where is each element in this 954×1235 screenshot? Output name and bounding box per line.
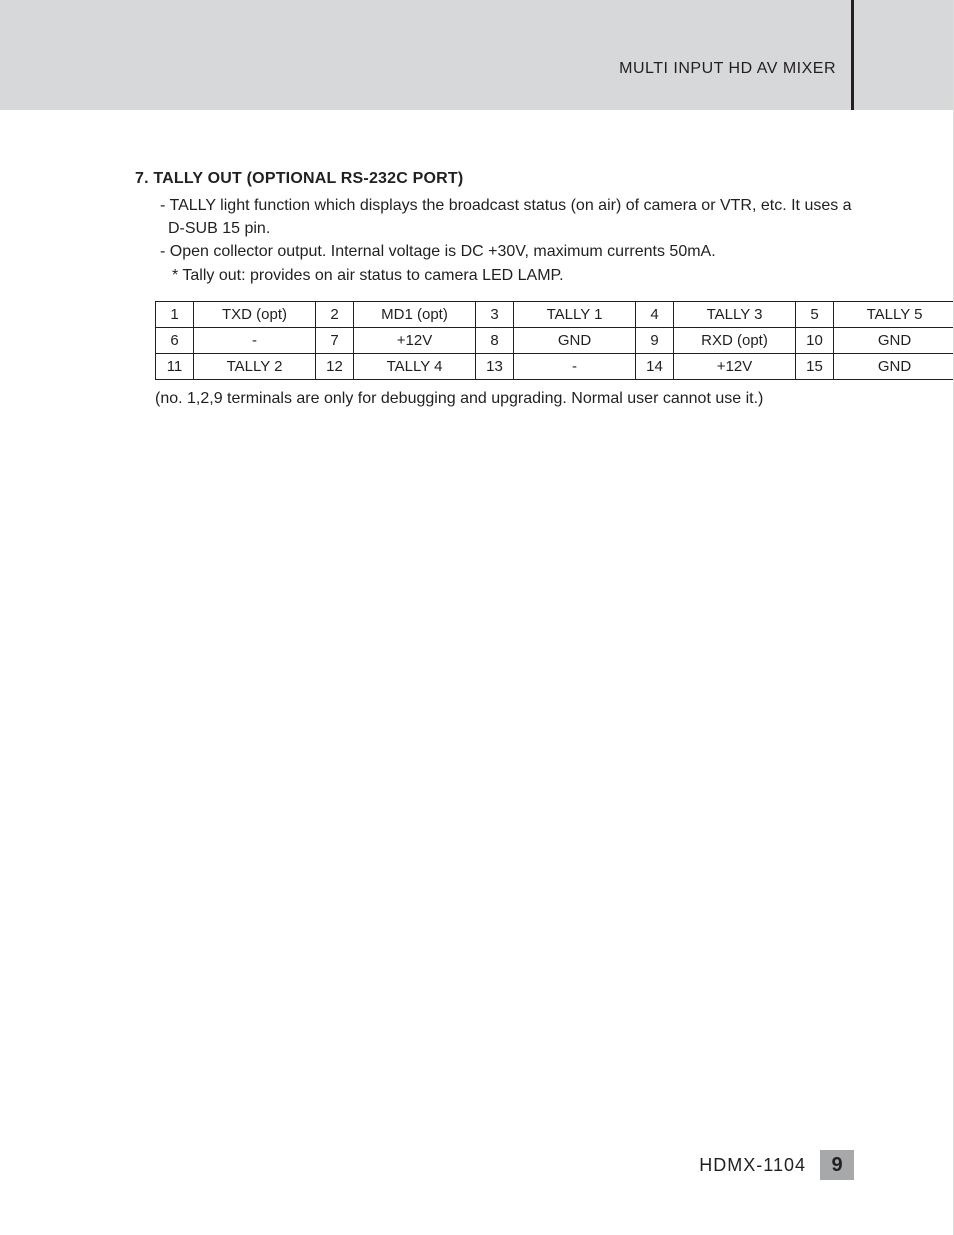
pin-num: 10: [796, 327, 834, 353]
pin-table: 1 TXD (opt) 2 MD1 (opt) 3 TALLY 1 4 TALL…: [155, 301, 954, 380]
pin-label: -: [514, 353, 636, 379]
header-bar: MULTI INPUT HD AV MIXER: [0, 0, 954, 110]
pin-label: TALLY 3: [674, 301, 796, 327]
bullet-2: - Open collector output. Internal voltag…: [160, 240, 854, 263]
pin-num: 12: [316, 353, 354, 379]
table-note: (no. 1,2,9 terminals are only for debugg…: [155, 390, 854, 408]
pin-label: TALLY 5: [834, 301, 954, 327]
pin-label: GND: [834, 353, 954, 379]
section-title: 7. TALLY OUT (OPTIONAL RS-232C PORT): [135, 170, 854, 188]
pin-label: RXD (opt): [674, 327, 796, 353]
pin-label: +12V: [674, 353, 796, 379]
pin-num: 6: [156, 327, 194, 353]
pin-label: -: [194, 327, 316, 353]
pin-num: 13: [476, 353, 514, 379]
pin-num: 11: [156, 353, 194, 379]
pin-num: 5: [796, 301, 834, 327]
pin-label: MD1 (opt): [354, 301, 476, 327]
sub-note: * Tally out: provides on air status to c…: [172, 264, 854, 287]
table-row: 6 - 7 +12V 8 GND 9 RXD (opt) 10 GND: [156, 327, 954, 353]
footer: HDMX-1104 9: [699, 1150, 854, 1180]
footer-page-number: 9: [820, 1150, 854, 1180]
pin-num: 2: [316, 301, 354, 327]
pin-label: TALLY 4: [354, 353, 476, 379]
pin-label: GND: [514, 327, 636, 353]
pin-num: 9: [636, 327, 674, 353]
pin-num: 4: [636, 301, 674, 327]
pin-num: 3: [476, 301, 514, 327]
pin-label: +12V: [354, 327, 476, 353]
header-divider: [851, 0, 854, 110]
pin-label: TALLY 1: [514, 301, 636, 327]
pin-label: GND: [834, 327, 954, 353]
pin-label: TALLY 2: [194, 353, 316, 379]
table-row: 1 TXD (opt) 2 MD1 (opt) 3 TALLY 1 4 TALL…: [156, 301, 954, 327]
footer-model: HDMX-1104: [699, 1155, 806, 1176]
header-title: MULTI INPUT HD AV MIXER: [619, 60, 836, 78]
table-row: 11 TALLY 2 12 TALLY 4 13 - 14 +12V 15 GN…: [156, 353, 954, 379]
page-content: 7. TALLY OUT (OPTIONAL RS-232C PORT) - T…: [0, 110, 954, 408]
pin-label: TXD (opt): [194, 301, 316, 327]
pin-num: 15: [796, 353, 834, 379]
bullet-1: - TALLY light function which displays th…: [160, 194, 854, 240]
pin-num: 14: [636, 353, 674, 379]
pin-num: 1: [156, 301, 194, 327]
pin-num: 8: [476, 327, 514, 353]
pin-num: 7: [316, 327, 354, 353]
